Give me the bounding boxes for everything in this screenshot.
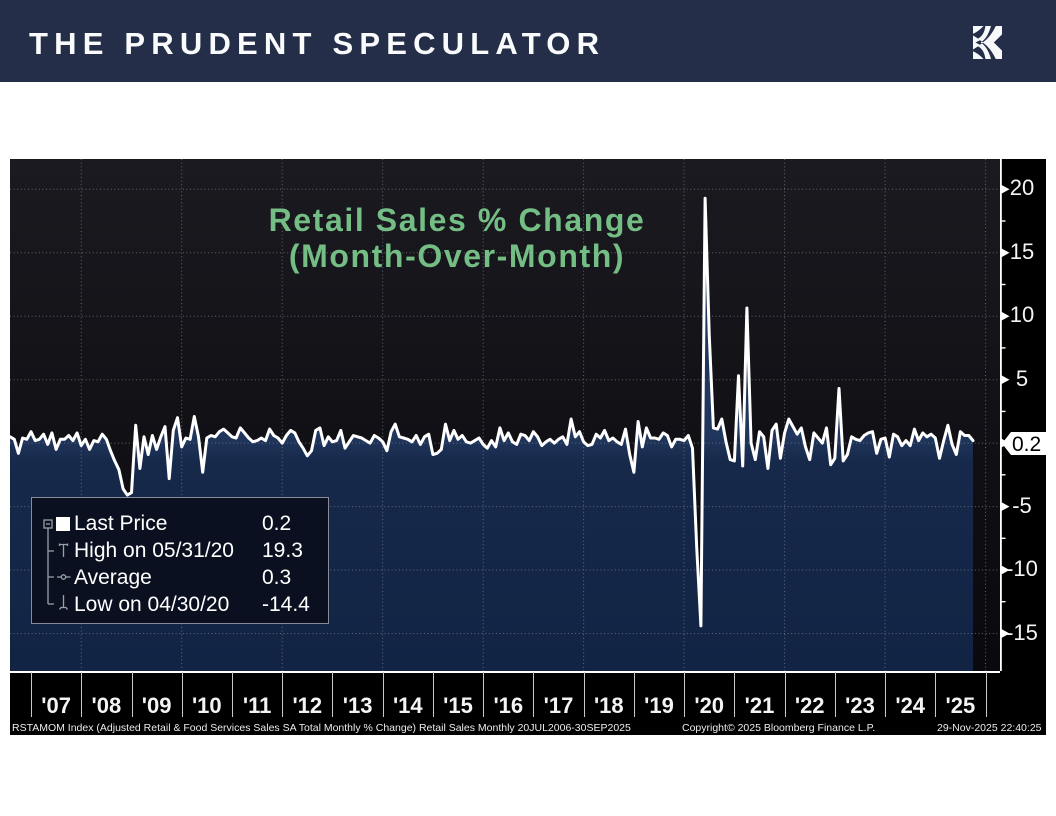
- svg-text:0.2: 0.2: [1012, 433, 1041, 455]
